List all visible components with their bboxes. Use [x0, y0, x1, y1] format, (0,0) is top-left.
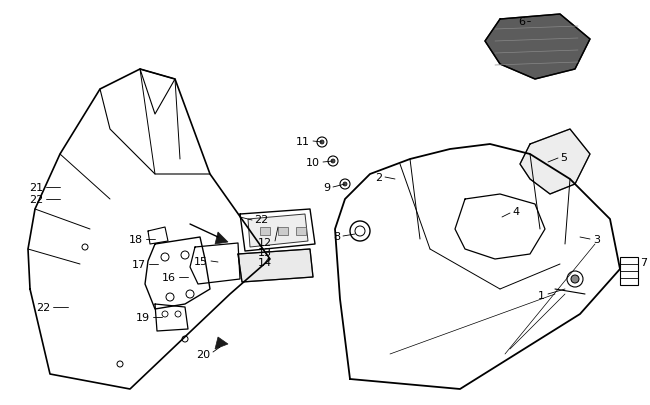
Text: 19: 19: [136, 312, 150, 322]
Bar: [620, 257, 638, 285]
Text: 5: 5: [560, 153, 567, 162]
Text: 7: 7: [640, 257, 647, 267]
Circle shape: [331, 160, 335, 164]
Text: 2: 2: [375, 173, 382, 183]
Text: 11: 11: [296, 136, 310, 147]
Text: 6: 6: [518, 17, 525, 27]
Text: 20: 20: [196, 349, 210, 359]
Text: 1: 1: [538, 290, 545, 300]
Text: 17: 17: [132, 259, 146, 269]
Polygon shape: [248, 215, 308, 247]
Text: 9: 9: [323, 183, 330, 192]
Circle shape: [320, 141, 324, 145]
Polygon shape: [520, 130, 590, 194]
Text: 10: 10: [306, 158, 320, 168]
Bar: [278, 228, 288, 235]
Text: 16: 16: [162, 272, 176, 282]
Text: 13: 13: [258, 247, 272, 257]
Circle shape: [571, 275, 579, 284]
Text: 15: 15: [194, 256, 208, 266]
Text: 14: 14: [258, 257, 272, 267]
Polygon shape: [215, 232, 228, 244]
Text: 22: 22: [254, 215, 268, 224]
Polygon shape: [215, 337, 228, 349]
Text: 4: 4: [512, 207, 519, 216]
Circle shape: [343, 183, 347, 187]
Text: 21: 21: [29, 183, 43, 192]
Polygon shape: [485, 15, 590, 80]
Text: 22: 22: [29, 194, 43, 205]
Text: 22: 22: [36, 302, 50, 312]
Text: 12: 12: [258, 237, 272, 247]
Polygon shape: [238, 249, 313, 282]
Bar: [296, 228, 306, 235]
Text: 3: 3: [593, 234, 600, 244]
Text: 8: 8: [333, 231, 340, 241]
Text: 18: 18: [129, 234, 143, 244]
Bar: [260, 228, 270, 235]
